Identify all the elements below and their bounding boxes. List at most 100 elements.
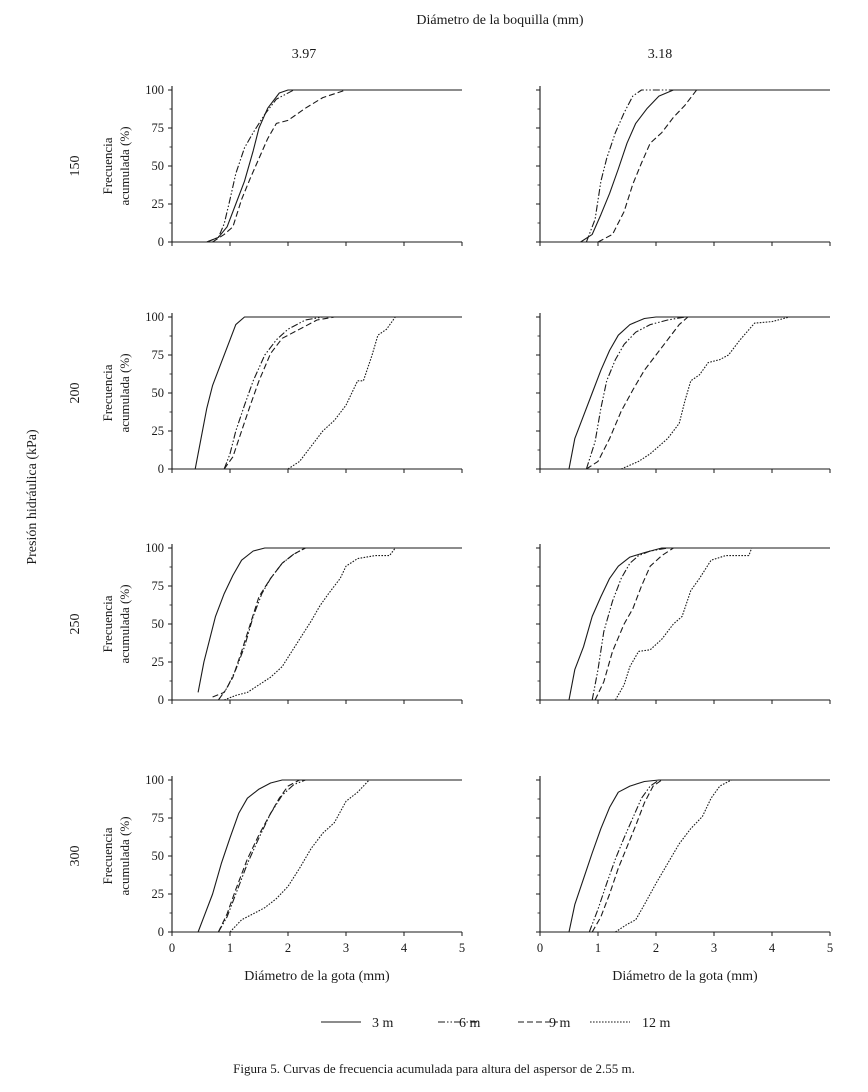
x-tick-label: 2 <box>285 941 291 955</box>
series-line-6m-r250-c1 <box>217 547 462 701</box>
series-line-6m-r250-c2 <box>591 547 830 701</box>
panel-ylabel-line2: acumulada (%) <box>117 584 132 663</box>
y-tick-label: 0 <box>158 693 164 707</box>
x-tick-label: 0 <box>537 941 543 955</box>
series-line-3m-r300-c2 <box>568 779 830 933</box>
panel-r250-c2 <box>536 544 831 704</box>
figure-top-title: Diámetro de la boquilla (mm) <box>416 13 584 28</box>
series-line-9m-r250-c2 <box>594 547 830 701</box>
x-tick-label: 2 <box>653 941 659 955</box>
x-axis-label: Diámetro de la gota (mm) <box>612 969 758 984</box>
series-line-3m-r250-c1 <box>197 547 462 693</box>
series-line-3m-r150-c2 <box>580 89 830 243</box>
x-tick-label: 1 <box>227 941 233 955</box>
panel-r300-c2: 0 1 2 3 4 5 Diámetro de la gota (mm) <box>536 776 833 984</box>
x-tick-label: 0 <box>169 941 175 955</box>
series-line-3m-r200-c1 <box>194 316 462 470</box>
column-label-1: 3.97 <box>292 47 317 62</box>
panel-ylabel-line1: Frecuencia <box>100 137 115 194</box>
series-line-6m-r300-c2 <box>588 779 830 933</box>
panel-r200-c1: 0 25 50 75 100 200 Frecuencia acumulada (%) <box>68 310 463 476</box>
legend-item-6m: 6 m <box>438 1016 481 1031</box>
y-tick-label: 75 <box>152 579 165 593</box>
legend-label: 12 m <box>642 1016 671 1031</box>
series-line-9m-r200-c2 <box>586 316 830 470</box>
series-line-3m-r300-c1 <box>197 779 462 933</box>
series-line-9m-r150-c2 <box>597 89 830 243</box>
series-line-12m-r250-c1 <box>223 547 462 701</box>
y-tick-label: 0 <box>158 925 164 939</box>
series-line-9m-r200-c1 <box>223 316 462 470</box>
y-tick-label: 0 <box>158 235 164 249</box>
x-tick-label: 5 <box>827 941 833 955</box>
y-tick-label: 75 <box>152 121 165 135</box>
panel-ylabel-line2: acumulada (%) <box>117 126 132 205</box>
row-label-200: 200 <box>68 383 83 404</box>
panel-r150-c1: 0 25 50 75 100 150 Frecuencia acumulada (%) <box>68 83 463 249</box>
series-line-3m-r250-c2 <box>568 547 830 701</box>
x-tick-label: 3 <box>343 941 349 955</box>
series-line-6m-r150-c2 <box>585 89 830 243</box>
y-tick-label: 25 <box>152 655 165 669</box>
outer-ylabel: Presión hidráulica (kPa) <box>25 429 40 565</box>
panel-r300-c1: 0 25 50 75 100 0 1 2 3 4 5 300 Frecuencia acumulada (… <box>68 773 465 984</box>
column-label-2: 3.18 <box>648 47 673 62</box>
y-tick-label: 25 <box>152 424 165 438</box>
y-tick-label: 75 <box>152 811 165 825</box>
panel-r250-c1: 0 25 50 75 100 250 Frecuencia acumulada (%) <box>68 541 463 707</box>
y-tick-label: 100 <box>145 541 164 555</box>
row-label-300: 300 <box>68 846 83 867</box>
panel-ylabel-line1: Frecuencia <box>100 595 115 652</box>
series-line-9m-r150-c1 <box>212 89 462 243</box>
legend-item-9m: 9 m <box>518 1016 571 1031</box>
series-line-12m-r300-c2 <box>615 779 830 933</box>
y-tick-label: 50 <box>152 617 165 631</box>
legend-label: 3 m <box>372 1016 394 1031</box>
series-line-6m-r300-c1 <box>217 779 462 933</box>
y-tick-label: 50 <box>152 849 165 863</box>
panel-r150-c2 <box>536 86 831 246</box>
x-tick-label: 4 <box>401 941 408 955</box>
y-tick-label: 100 <box>145 83 164 97</box>
series-line-6m-r150-c1 <box>206 89 462 243</box>
y-tick-label: 50 <box>152 159 165 173</box>
panel-ylabel-line1: Frecuencia <box>100 364 115 421</box>
series-line-12m-r250-c2 <box>614 547 830 701</box>
series-line-12m-r300-c1 <box>229 779 462 933</box>
series-line-3m-r200-c2 <box>568 316 830 470</box>
series-line-9m-r300-c2 <box>591 779 830 933</box>
panel-ylabel-line1: Frecuencia <box>100 827 115 884</box>
y-tick-label: 100 <box>145 310 164 324</box>
series-line-6m-r200-c1 <box>223 316 462 470</box>
y-tick-label: 75 <box>152 348 165 362</box>
y-tick-label: 0 <box>158 462 164 476</box>
row-label-150: 150 <box>68 156 83 177</box>
panel-r200-c2 <box>536 313 831 473</box>
y-tick-label: 100 <box>145 773 164 787</box>
y-tick-label: 25 <box>152 197 165 211</box>
panel-ylabel-line2: acumulada (%) <box>117 816 132 895</box>
legend-label: 6 m <box>459 1016 481 1031</box>
x-tick-label: 5 <box>459 941 465 955</box>
legend-item-3m: 3 m <box>321 1016 394 1031</box>
series-line-12m-r200-c1 <box>287 316 462 470</box>
legend: 3 m 6 m 9 m 12 m <box>321 1016 671 1031</box>
x-tick-label: 1 <box>595 941 601 955</box>
legend-item-12m: 12 m <box>590 1016 671 1031</box>
panel-ylabel-line2: acumulada (%) <box>117 353 132 432</box>
row-label-250: 250 <box>68 614 83 635</box>
figure-caption: Figura 5. Curvas de frecuencia acumulada… <box>233 1061 635 1076</box>
series-line-6m-r200-c2 <box>585 316 830 470</box>
series-line-9m-r250-c1 <box>212 547 462 698</box>
y-tick-label: 25 <box>152 887 165 901</box>
legend-label: 9 m <box>549 1016 571 1031</box>
x-tick-label: 4 <box>769 941 776 955</box>
series-line-9m-r300-c1 <box>217 779 462 933</box>
series-line-12m-r200-c2 <box>620 316 830 470</box>
series-line-3m-r150-c1 <box>206 89 462 243</box>
y-tick-label: 50 <box>152 386 165 400</box>
x-tick-label: 3 <box>711 941 717 955</box>
x-axis-label: Diámetro de la gota (mm) <box>244 969 390 984</box>
